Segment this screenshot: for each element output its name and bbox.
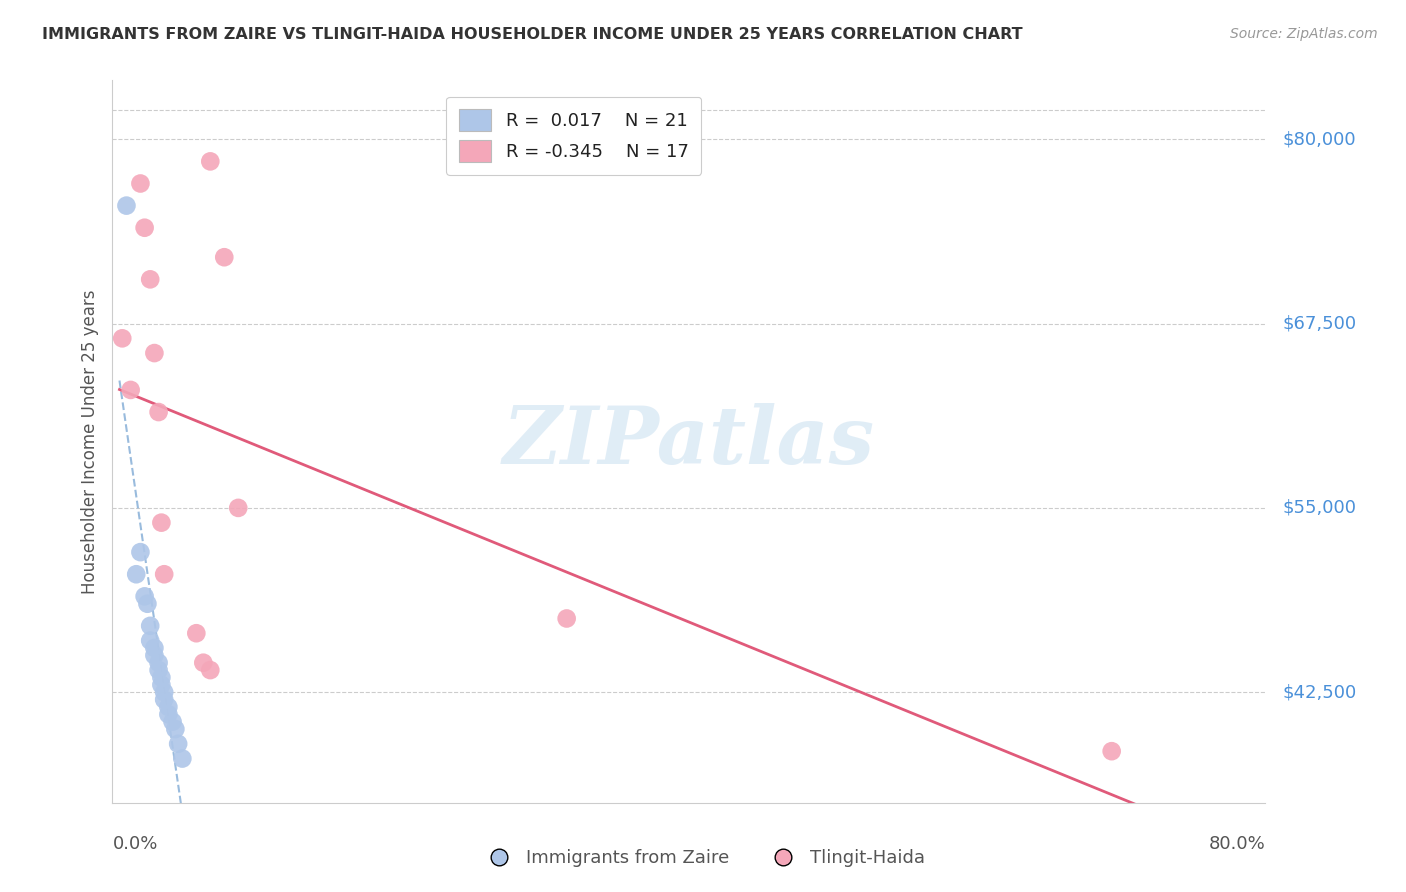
Point (162, 714, 184, 729)
Point (136, 597, 159, 611)
Text: 80.0%: 80.0% (1209, 835, 1265, 854)
Point (157, 707, 180, 722)
Y-axis label: Householder Income Under 25 years: Householder Income Under 25 years (80, 289, 98, 594)
Point (139, 619, 162, 633)
Text: 0.0%: 0.0% (112, 835, 157, 854)
Point (200, 663, 222, 677)
Point (150, 678, 173, 692)
Point (193, 656, 215, 670)
Point (226, 500, 249, 515)
Point (1101, 744, 1123, 758)
Point (143, 346, 166, 360)
Point (148, 663, 170, 677)
Text: $80,000: $80,000 (1282, 130, 1357, 148)
Point (125, 567, 148, 582)
Point (148, 405, 170, 419)
Text: IMMIGRANTS FROM ZAIRE VS TLINGIT-HAIDA HOUSEHOLDER INCOME UNDER 25 YEARS CORRELA: IMMIGRANTS FROM ZAIRE VS TLINGIT-HAIDA H… (42, 27, 1022, 42)
Point (157, 700, 180, 714)
Text: $55,000: $55,000 (1282, 499, 1357, 516)
Point (167, 737, 190, 751)
Text: $67,500: $67,500 (1282, 315, 1357, 333)
Point (134, 220, 156, 235)
Point (150, 516, 173, 530)
Point (143, 640, 166, 655)
Point (200, 154, 222, 169)
Point (129, 545, 152, 559)
Point (172, 751, 194, 765)
Point (214, 250, 236, 264)
Point (143, 648, 166, 663)
Point (555, 611, 578, 625)
Point (115, 199, 138, 213)
Text: $42,500: $42,500 (1282, 683, 1357, 701)
Point (120, 383, 142, 397)
Point (139, 633, 162, 648)
Point (148, 656, 170, 670)
Point (150, 670, 173, 684)
Point (111, 331, 134, 345)
Point (153, 692, 176, 706)
Point (129, 177, 152, 191)
Point (153, 567, 176, 582)
Point (186, 626, 208, 640)
Point (134, 590, 156, 604)
Legend: R =  0.017    N = 21, R = -0.345    N = 17: R = 0.017 N = 21, R = -0.345 N = 17 (446, 96, 702, 175)
Legend: Immigrants from Zaire, Tlingit-Haida: Immigrants from Zaire, Tlingit-Haida (474, 842, 932, 874)
Point (139, 272, 162, 286)
Text: ZIPatlas: ZIPatlas (503, 403, 875, 480)
Text: Source: ZipAtlas.com: Source: ZipAtlas.com (1230, 27, 1378, 41)
Point (165, 722, 187, 736)
Point (153, 685, 176, 699)
